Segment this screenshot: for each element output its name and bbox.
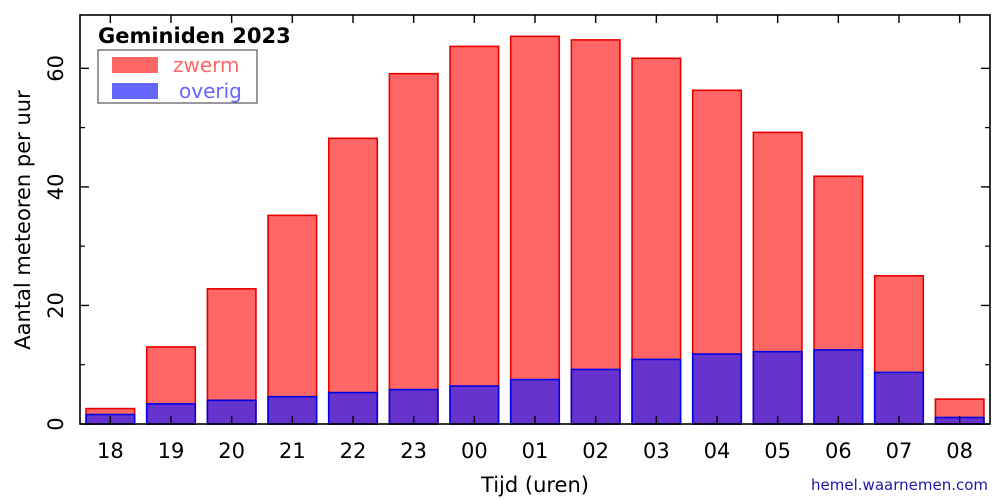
ticks-layer: 18 19 20 21 22 23 00 01 02 03 04 05 06 07 08 0 20 40 60: [44, 15, 990, 463]
x-tick-label: 00: [461, 439, 488, 463]
bar-zwerm-02: [570, 39, 621, 425]
bars-layer: [85, 35, 985, 425]
plot-frame: [79, 14, 991, 425]
bar-overig-03: [631, 358, 682, 425]
x-tick-label: 23: [400, 439, 427, 463]
x-tick-label: 05: [764, 439, 791, 463]
x-tick-label: 03: [643, 439, 670, 463]
y-axis-title: Aantal meteoren per uur: [11, 90, 35, 350]
bar-overig-04: [691, 353, 743, 425]
source-credit[interactable]: hemel.waarnemen.com: [811, 476, 988, 494]
x-tick-label: 19: [158, 439, 185, 463]
legend: zwerm overig: [97, 49, 258, 104]
bar-overig-02: [570, 368, 621, 425]
bar-overig-06: [813, 349, 864, 425]
legend-label-overig: overig: [179, 79, 242, 103]
y-tick-label: 20: [44, 292, 68, 319]
legend-label-zwerm: zwerm: [173, 53, 240, 77]
legend-swatch-zwerm: [112, 57, 158, 73]
x-tick-label: 08: [946, 439, 973, 463]
bar-overig-05: [752, 350, 803, 425]
x-tick-label: 06: [825, 439, 852, 463]
x-tick-label: 21: [279, 439, 306, 463]
bar-zwerm-21: [267, 214, 318, 425]
bar-zwerm-22: [327, 137, 379, 425]
x-tick-label: 20: [218, 439, 245, 463]
x-tick-label: 07: [886, 439, 913, 463]
x-tick-label: 18: [97, 439, 124, 463]
x-tick-label: 01: [522, 439, 549, 463]
y-tick-label: 0: [44, 417, 68, 430]
x-tick-label: 02: [582, 439, 609, 463]
bar-zwerm-01: [509, 35, 561, 425]
y-tick-label: 60: [44, 55, 68, 82]
bar-zwerm-00: [449, 45, 500, 425]
x-tick-label: 22: [340, 439, 367, 463]
x-tick-label: 04: [704, 439, 731, 463]
bar-overig-07: [873, 371, 925, 425]
y-tick-label: 40: [44, 174, 68, 201]
chart-title: Geminiden 2023: [98, 24, 291, 48]
x-axis-title: Tijd (uren): [480, 473, 589, 497]
bar-zwerm-23: [388, 72, 439, 425]
legend-swatch-overig: [112, 83, 158, 99]
